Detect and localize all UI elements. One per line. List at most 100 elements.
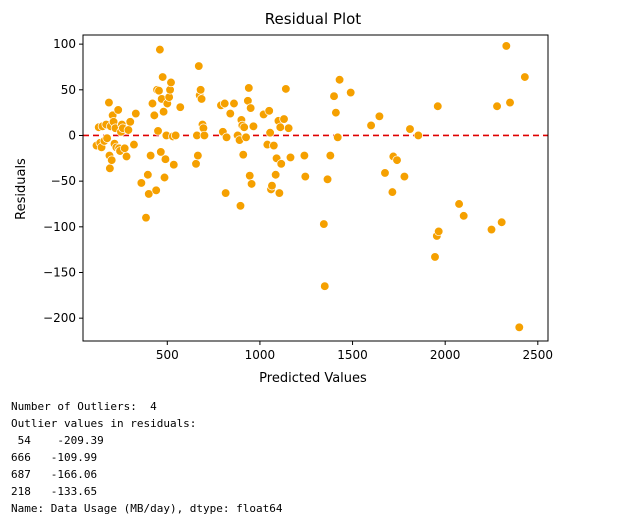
data-point [147, 98, 158, 109]
data-point [366, 120, 376, 131]
data-point [145, 150, 156, 161]
data-point [158, 107, 169, 117]
data-point [195, 85, 206, 95]
data-point [113, 105, 123, 115]
x-tick-label: 2000 [430, 348, 461, 362]
data-point [320, 281, 330, 291]
data-point [505, 97, 515, 108]
x-tick-label: 1000 [245, 348, 276, 362]
data-point [191, 159, 201, 169]
data-point [221, 132, 232, 142]
console-line: 218 -133.65 [11, 485, 98, 498]
data-point [333, 132, 343, 142]
data-point [264, 106, 274, 116]
data-point [170, 130, 181, 141]
data-point [156, 147, 166, 157]
data-point [387, 187, 398, 197]
data-point [241, 132, 251, 142]
y-tick-label: 50 [61, 83, 76, 97]
y-axis-label: Residuals [14, 158, 29, 220]
data-point [325, 150, 335, 161]
data-point [276, 159, 286, 169]
data-point [129, 139, 139, 150]
data-point [193, 150, 203, 161]
data-point [104, 97, 114, 108]
data-point [514, 322, 524, 332]
data-point [153, 126, 163, 136]
data-point [121, 151, 132, 162]
data-point [283, 123, 294, 133]
data-point [149, 110, 159, 121]
data-point [486, 224, 497, 235]
console-line: Name: Data Usage (MB/day), dtype: float6… [11, 502, 283, 515]
residual-plot: Residual Plot 500 1000 1500 2000 2500100500−… [14, 10, 554, 386]
data-point [265, 128, 275, 138]
data-point [136, 178, 147, 188]
data-point [175, 102, 185, 112]
data-point [120, 143, 130, 153]
chart-title: Residual Plot [265, 10, 362, 28]
data-point [154, 86, 164, 96]
data-point [274, 188, 285, 198]
data-point [433, 101, 443, 111]
data-point [501, 41, 511, 51]
data-point [248, 121, 259, 131]
data-point [405, 124, 415, 134]
data-point [275, 122, 285, 132]
data-point [267, 181, 277, 191]
console-output: Number of Outliers: 4 Outlier values in r… [11, 398, 283, 517]
data-point [380, 168, 390, 178]
data-point [196, 94, 207, 104]
data-point [299, 150, 310, 161]
console-line: Number of Outliers: 4 [11, 400, 157, 413]
data-point [245, 171, 255, 181]
data-point [160, 154, 171, 164]
console-line: 687 -166.06 [11, 468, 98, 481]
data-point [244, 83, 254, 93]
data-point [155, 44, 165, 55]
y-tick-label: 100 [53, 37, 76, 51]
x-tick-label: 1500 [337, 348, 368, 362]
data-point [329, 91, 339, 101]
data-point [430, 252, 440, 262]
data-point [238, 150, 248, 160]
data-point [246, 179, 257, 189]
plot-frame [82, 34, 549, 342]
data-point [239, 122, 249, 132]
data-point [279, 114, 289, 124]
data-point [300, 171, 310, 182]
data-point [159, 172, 170, 183]
console-line: Outlier values in residuals: [11, 417, 197, 430]
x-tick-label: 2500 [523, 348, 554, 362]
y-tick-label: −50 [51, 174, 76, 188]
data-point [225, 108, 235, 119]
data-point [413, 130, 423, 141]
data-point [269, 140, 279, 151]
data-point [271, 170, 281, 180]
y-tick-label: 0 [68, 128, 76, 142]
data-point [235, 201, 246, 211]
data-point [166, 77, 176, 88]
y-tick-label: −100 [43, 220, 76, 234]
x-axis-label: Predicted Values [259, 371, 367, 386]
x-tick-label: 500 [156, 348, 179, 362]
data-point [497, 217, 507, 227]
data-point [520, 72, 530, 82]
data-point [151, 185, 161, 195]
data-point [229, 98, 239, 109]
y-tick-label: −150 [43, 265, 76, 279]
data-point [374, 111, 385, 121]
y-tick-label: −200 [43, 311, 76, 325]
console-line: 666 -109.99 [11, 451, 98, 464]
data-point [459, 211, 469, 221]
data-point [285, 152, 296, 163]
data-point [331, 107, 341, 118]
data-point [107, 155, 117, 165]
data-point [246, 103, 256, 113]
data-point [169, 160, 179, 170]
data-point [346, 87, 356, 98]
data-point [399, 171, 410, 182]
data-point [319, 219, 329, 229]
data-point [141, 213, 151, 223]
